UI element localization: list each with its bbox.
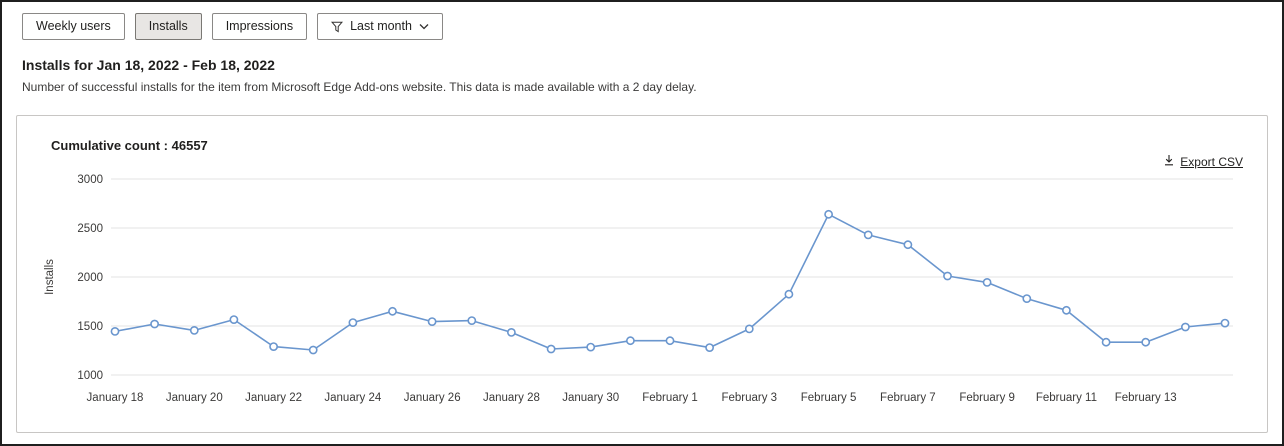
chart-point [1181,322,1190,332]
chart-point [824,209,833,219]
x-tick-label: January 20 [166,392,223,404]
chart-point [1062,305,1071,315]
impressions-button[interactable]: Impressions [211,13,308,40]
chart-point [308,345,318,355]
page-description: Number of successful installs for the it… [22,80,697,94]
chart-point [546,344,556,354]
y-tick-label: 2500 [77,223,103,235]
chart-card: Cumulative count : 46557 Export CSV 1000… [16,115,1268,433]
chart-point [744,324,754,334]
chart-point [506,327,516,337]
chart-point [943,271,952,281]
chart-point [110,326,120,336]
chart-point [1022,294,1032,303]
y-tick-label: 1500 [77,321,103,333]
x-tick-label: February 9 [959,392,1015,404]
y-tick-label: 3000 [77,174,103,186]
y-tick-label: 1000 [77,370,103,382]
cumulative-count-label: Cumulative count : [51,138,169,153]
chart-point [269,342,278,351]
y-tick-label: 2000 [77,272,103,284]
chart-point [784,289,794,299]
time-filter-dropdown[interactable]: Last month [317,13,443,40]
x-tick-label: February 13 [1115,392,1177,404]
chart-point [348,318,358,327]
chart-point [388,306,397,316]
export-csv-link[interactable]: Export CSV [1163,154,1243,169]
x-tick-label: January 18 [87,392,144,404]
time-filter-label: Last month [350,19,412,33]
chart-point [1101,337,1111,347]
x-tick-label: January 28 [483,392,540,404]
filter-icon [331,21,344,33]
x-tick-label: January 24 [324,392,382,404]
x-tick-label: January 30 [562,392,619,404]
chart-point [427,317,437,326]
x-tick-label: February 5 [801,392,857,404]
chart-point [1141,337,1151,347]
y-axis-title: Installs [44,259,56,295]
download-icon [1163,154,1175,169]
page-title: Installs for Jan 18, 2022 - Feb 18, 2022 [22,57,275,73]
x-tick-label: February 3 [721,392,777,404]
cumulative-count-value: 46557 [171,138,208,153]
chart-point [705,343,714,352]
x-tick-label: February 1 [642,392,698,404]
chart-line [114,213,1226,351]
x-tick-label: February 7 [880,392,936,404]
chart-point [863,230,873,240]
chart-point [665,336,675,346]
x-tick-label: February 11 [1036,392,1097,404]
chart-point [150,319,159,329]
chart-point [586,342,596,352]
chart-point [229,315,239,324]
cumulative-count: Cumulative count : 46557 [51,138,1247,153]
weekly-users-button[interactable]: Weekly users [22,13,125,40]
installs-line-chart: 1000 1500 2000 2500 3000 Installs January 18 Ja… [44,174,1233,404]
chart-point [467,316,477,325]
chart-point [189,325,199,335]
chart-point [1220,318,1230,328]
chart-point [626,336,635,346]
chevron-down-icon [419,23,429,30]
x-tick-label: January 26 [404,392,461,404]
x-tick-label: January 22 [245,392,302,404]
export-csv-label: Export CSV [1180,154,1243,169]
chart-point [903,240,913,250]
installs-button[interactable]: Installs [134,13,202,40]
chart-point [982,278,992,287]
toolbar: Weekly users Installs Impressions Last m… [2,2,1282,40]
